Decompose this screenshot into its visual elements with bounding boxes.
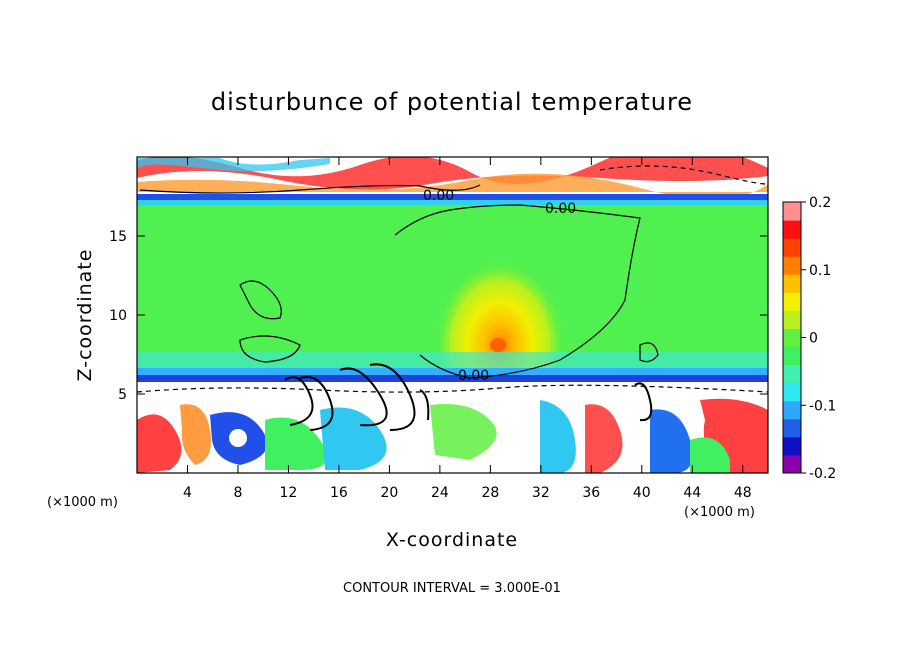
lower-patch-cyan2 [540, 400, 576, 473]
colorbar-swatch [783, 364, 801, 384]
colorbar-swatch [783, 436, 801, 456]
contour-island-right [639, 342, 659, 363]
x-unit-right: (×1000 m) [684, 505, 755, 520]
contour-island-mid [239, 335, 301, 363]
colorbar-swatch [783, 418, 801, 438]
colorbar-tick-label: 0.2 [809, 195, 831, 211]
x-tick-label: 4 [183, 485, 192, 501]
colorbar-swatch [783, 202, 801, 221]
contour-convective-right [634, 382, 653, 422]
upper-band-orange [137, 173, 768, 200]
colorbar-tick-label: -0.2 [809, 466, 836, 482]
contour-convective-cluster [284, 363, 430, 431]
tropopause-cyan [137, 200, 768, 205]
colorbar-swatch [783, 328, 801, 348]
lower-patch-cyan [320, 407, 387, 470]
colorbar-swatch [783, 292, 801, 311]
contour-interval-note: CONTOUR INTERVAL = 3.000E-01 [343, 581, 561, 596]
contour-label-2: 0.00 [545, 201, 576, 217]
colorbar-swatch [783, 454, 801, 474]
upper-band-red [137, 157, 768, 190]
lower-patch-green2 [430, 404, 497, 460]
colorbar-swatch [783, 310, 801, 329]
x-axis-label: X-coordinate [386, 529, 518, 551]
x-tick-label: 24 [431, 485, 449, 501]
x-tick-label: 8 [233, 485, 242, 501]
x-tick-label: 44 [683, 485, 701, 501]
colorbar-swatch [783, 400, 801, 420]
colorbar-tick-label: -0.1 [809, 398, 836, 414]
contour-upper-solid [139, 184, 481, 194]
colorbar-swatch [783, 274, 801, 293]
boundary-blue [137, 375, 768, 382]
x-tick-label: 16 [330, 485, 348, 501]
x-tick-label: 32 [532, 485, 550, 501]
y-tick-label: 15 [109, 229, 127, 245]
colorbar-swatch [783, 256, 801, 275]
cool-fringe [137, 352, 768, 370]
x-tick-label: 28 [481, 485, 499, 501]
warm-core-center [490, 338, 506, 352]
lower-patch-red2 [585, 404, 623, 473]
boundary-cyan [137, 368, 768, 375]
contour-island-left [239, 280, 282, 320]
y-tick-label: 5 [118, 387, 127, 403]
colorbar-swatch [783, 238, 801, 257]
contour-upper-dashed [599, 165, 768, 185]
contour-label-3: 0.00 [458, 368, 489, 384]
colorbar-tick-label: 0 [809, 331, 818, 347]
contour-zero-upper [394, 204, 641, 379]
x-tick-label: 48 [734, 485, 752, 501]
lower-patch-orange [180, 404, 211, 465]
colorbar: 0.2 0.1 0 -0.1 -0.2 [782, 195, 836, 482]
x-tick-label: 20 [380, 485, 398, 501]
colorbar-swatch [783, 346, 801, 366]
x-tick-label: 36 [582, 485, 600, 501]
chart-title: disturbunce of potential temperature [211, 88, 693, 116]
x-unit-left: (×1000 m) [47, 495, 118, 510]
lower-patch-white-dot [229, 429, 247, 447]
contour-label-1: 0.00 [423, 188, 454, 204]
upper-band-cyan [137, 158, 330, 172]
colorbar-tick-label: 0.1 [809, 263, 831, 279]
y-axis: 5 10 15 [109, 229, 768, 403]
contour-lines [137, 165, 768, 431]
colorbar-swatch [783, 382, 801, 402]
colorbar-swatch [783, 220, 801, 239]
lower-patch-red-left [137, 414, 182, 473]
lower-patch-green3 [690, 437, 730, 473]
y-axis-label: Z-coordinate [74, 249, 96, 382]
x-tick-label: 12 [280, 485, 298, 501]
boundary-white [137, 382, 768, 396]
y-tick-label: 10 [109, 308, 127, 324]
contour-boundary-dashed [137, 384, 768, 393]
x-tick-label: 40 [633, 485, 651, 501]
tropopause-blue [137, 194, 768, 200]
x-axis: 4 8 12 16 20 24 28 32 36 40 44 48 [183, 157, 752, 501]
lower-patch-blue2 [650, 409, 693, 473]
plot-field: 0.00 0.00 0.00 [137, 157, 768, 473]
